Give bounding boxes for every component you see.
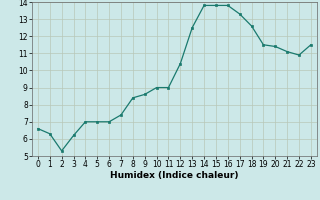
X-axis label: Humidex (Indice chaleur): Humidex (Indice chaleur): [110, 171, 239, 180]
